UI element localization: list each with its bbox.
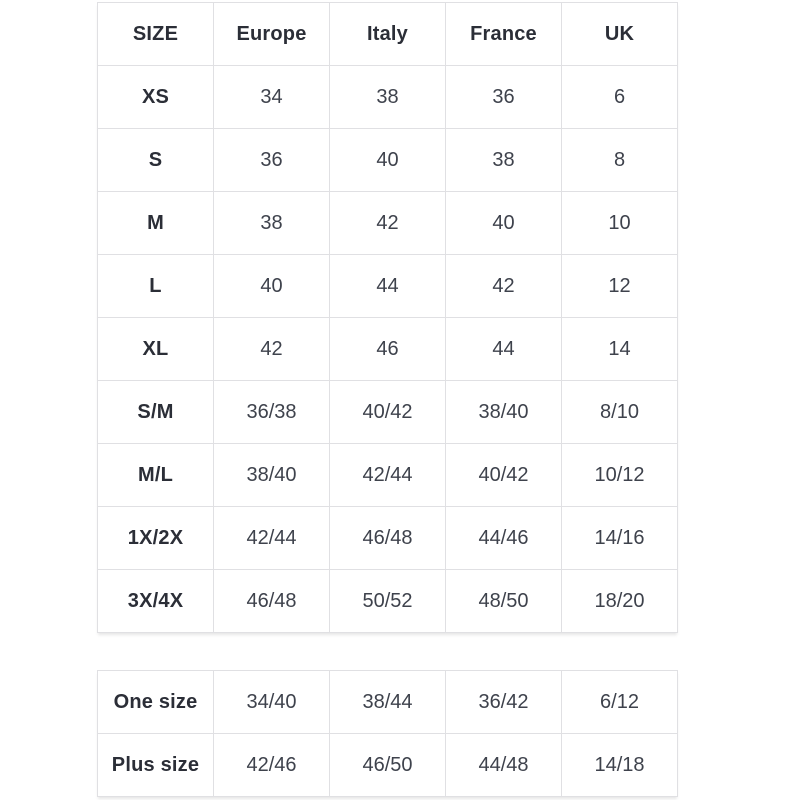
size-label: L — [97, 254, 214, 318]
cell-france: 40/42 — [445, 443, 562, 507]
row-3x-4x: 3X/4X 46/48 50/52 48/50 18/20 — [97, 569, 678, 633]
size-label: S — [97, 128, 214, 192]
cell-italy: 38 — [329, 65, 446, 129]
cell-italy: 46/48 — [329, 506, 446, 570]
row-m: M 38 42 40 10 — [97, 191, 678, 255]
size-label: XS — [97, 65, 214, 129]
cell-uk: 8 — [561, 128, 678, 192]
row-s-m: S/M 36/38 40/42 38/40 8/10 — [97, 380, 678, 444]
row-1x-2x: 1X/2X 42/44 46/48 44/46 14/16 — [97, 506, 678, 570]
cell-france: 38 — [445, 128, 562, 192]
cell-europe: 36 — [213, 128, 330, 192]
special-sizes-table: One size 34/40 38/44 36/42 6/12 Plus siz… — [97, 670, 678, 797]
column-header-europe: Europe — [213, 2, 330, 66]
cell-europe: 38 — [213, 191, 330, 255]
cell-italy: 44 — [329, 254, 446, 318]
size-label: XL — [97, 317, 214, 381]
cell-france: 44/46 — [445, 506, 562, 570]
row-plus-size: Plus size 42/46 46/50 44/48 14/18 — [97, 733, 678, 797]
cell-italy: 40 — [329, 128, 446, 192]
size-label: Plus size — [97, 733, 214, 797]
size-label: M/L — [97, 443, 214, 507]
cell-france: 44/48 — [445, 733, 562, 797]
cell-france: 44 — [445, 317, 562, 381]
cell-europe: 34 — [213, 65, 330, 129]
cell-uk: 14/16 — [561, 506, 678, 570]
row-l: L 40 44 42 12 — [97, 254, 678, 318]
cell-france: 38/40 — [445, 380, 562, 444]
cell-france: 36/42 — [445, 670, 562, 734]
cell-uk: 6/12 — [561, 670, 678, 734]
size-table-body: XS 34 38 36 6 S 36 40 38 8 M 38 42 40 10 — [97, 65, 678, 633]
column-header-france: France — [445, 2, 562, 66]
cell-uk: 18/20 — [561, 569, 678, 633]
cell-uk: 8/10 — [561, 380, 678, 444]
size-label: M — [97, 191, 214, 255]
row-xs: XS 34 38 36 6 — [97, 65, 678, 129]
cell-italy: 42/44 — [329, 443, 446, 507]
cell-france: 48/50 — [445, 569, 562, 633]
row-s: S 36 40 38 8 — [97, 128, 678, 192]
cell-france: 42 — [445, 254, 562, 318]
size-conversion-table: SIZE Europe Italy France UK XS 34 38 36 … — [97, 2, 678, 633]
row-xl: XL 42 46 44 14 — [97, 317, 678, 381]
cell-uk: 10 — [561, 191, 678, 255]
cell-italy: 40/42 — [329, 380, 446, 444]
cell-uk: 6 — [561, 65, 678, 129]
cell-italy: 46/50 — [329, 733, 446, 797]
cell-uk: 12 — [561, 254, 678, 318]
cell-uk: 14 — [561, 317, 678, 381]
cell-europe: 38/40 — [213, 443, 330, 507]
cell-uk: 10/12 — [561, 443, 678, 507]
header-row: SIZE Europe Italy France UK — [97, 2, 678, 66]
cell-europe: 42 — [213, 317, 330, 381]
cell-italy: 46 — [329, 317, 446, 381]
size-label: One size — [97, 670, 214, 734]
cell-italy: 50/52 — [329, 569, 446, 633]
column-header-size: SIZE — [97, 2, 214, 66]
cell-europe: 36/38 — [213, 380, 330, 444]
cell-france: 36 — [445, 65, 562, 129]
size-label: S/M — [97, 380, 214, 444]
size-label: 1X/2X — [97, 506, 214, 570]
row-m-l: M/L 38/40 42/44 40/42 10/12 — [97, 443, 678, 507]
size-label: 3X/4X — [97, 569, 214, 633]
size-chart-page: SIZE Europe Italy France UK XS 34 38 36 … — [97, 2, 678, 797]
column-header-italy: Italy — [329, 2, 446, 66]
special-sizes-body: One size 34/40 38/44 36/42 6/12 Plus siz… — [97, 670, 678, 797]
cell-france: 40 — [445, 191, 562, 255]
size-table-header: SIZE Europe Italy France UK — [97, 2, 678, 66]
row-one-size: One size 34/40 38/44 36/42 6/12 — [97, 670, 678, 734]
cell-europe: 42/46 — [213, 733, 330, 797]
column-header-uk: UK — [561, 2, 678, 66]
cell-italy: 38/44 — [329, 670, 446, 734]
cell-europe: 40 — [213, 254, 330, 318]
cell-europe: 42/44 — [213, 506, 330, 570]
cell-italy: 42 — [329, 191, 446, 255]
cell-uk: 14/18 — [561, 733, 678, 797]
cell-europe: 34/40 — [213, 670, 330, 734]
cell-europe: 46/48 — [213, 569, 330, 633]
